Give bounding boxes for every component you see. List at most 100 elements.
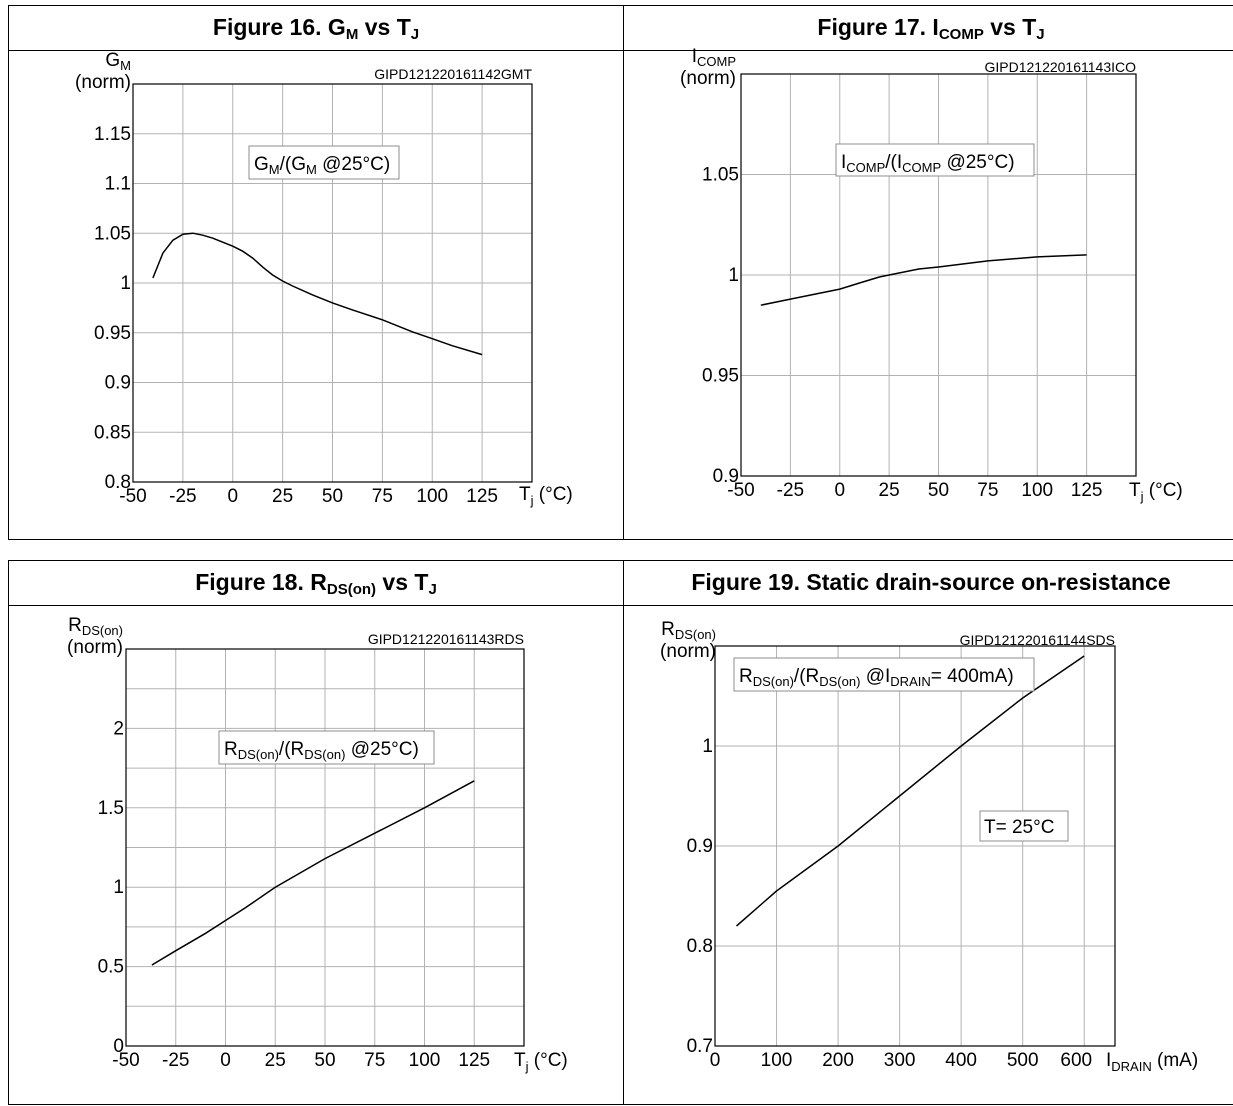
y-tick-label: 1.05 <box>94 223 131 244</box>
y-tick-label: 0.95 <box>94 323 131 344</box>
label-part: DS(on) <box>304 747 345 762</box>
y-tick-label: 0 <box>113 1036 124 1057</box>
x-tick-label: 50 <box>322 486 343 507</box>
figure-code: GIPD121220161143ICO <box>984 59 1136 75</box>
y-tick-label: 0.7 <box>687 1036 713 1057</box>
series-line <box>152 232 483 356</box>
y-tick-label: 1 <box>728 265 739 286</box>
x-tick-label: 25 <box>879 480 900 501</box>
label-part: G <box>105 50 120 71</box>
label-part: COMP <box>902 160 941 175</box>
chart-title: Figure 17. ICOMP vs TJ <box>624 6 1233 51</box>
label-part: I <box>1106 1050 1111 1071</box>
y-tick-label: 1.05 <box>702 165 739 186</box>
label-part: I <box>692 46 697 67</box>
x-tick-label: 600 <box>1060 1050 1092 1071</box>
y-tick-label: 1.5 <box>98 798 124 819</box>
y-tick-label: 1 <box>120 273 131 294</box>
label-part: DS(on) <box>753 674 794 689</box>
annotation-box <box>248 145 400 180</box>
chart-panel-fig18: Figure 18. RDS(on) vs TJ -50 -25 0 25 50 75 10… <box>8 560 624 1105</box>
y-tick-label: 1.1 <box>105 174 131 195</box>
chart-title: Figure 16. GM vs TJ <box>9 6 623 51</box>
label-part: @25°C) <box>345 739 418 760</box>
annotation-text: RDS(on)/(RDS(on) @25°C) <box>224 739 419 762</box>
label-part: G <box>254 154 269 175</box>
label-part: (°C) <box>534 484 573 505</box>
chart-title: Figure 19. Static drain-source on-resist… <box>624 561 1233 606</box>
x-tick-label: 100 <box>416 486 448 507</box>
x-axis-label: IDRAIN (mA) <box>1106 1050 1198 1074</box>
label-part: @25°C) <box>317 154 390 175</box>
y-axis-label-unit: (norm) <box>75 72 131 93</box>
x-tick-label: 300 <box>884 1050 916 1071</box>
y-tick-label: 0.85 <box>94 422 131 443</box>
plot-frame <box>132 83 533 483</box>
x-tick-label: 500 <box>1007 1050 1039 1071</box>
label-part: M <box>306 162 317 177</box>
y-tick-label: 1 <box>113 877 124 898</box>
x-tick-label: 200 <box>822 1050 854 1071</box>
y-axis-label-unit: (norm) <box>660 641 716 662</box>
plot-frame <box>740 73 1137 477</box>
label-part: R <box>739 666 753 687</box>
x-tick-label: 75 <box>977 480 998 501</box>
x-tick-label: 125 <box>458 1050 490 1071</box>
x-tick-label: 25 <box>272 486 293 507</box>
x-tick-label: -50 <box>727 480 754 501</box>
annotation-box <box>733 657 1035 692</box>
plot-frame <box>714 645 1116 1047</box>
x-tick-label: 400 <box>945 1050 977 1071</box>
chart-title: Figure 18. RDS(on) vs TJ <box>9 561 623 606</box>
label-part: DRAIN <box>890 674 930 689</box>
y-tick-label: 2 <box>113 718 124 739</box>
y-tick-label: 0.8 <box>687 936 713 957</box>
y-tick-label: 0.95 <box>702 366 739 387</box>
label-part: COMP <box>697 54 736 69</box>
label-part: (°C) <box>1144 480 1183 501</box>
y-tick-label: 0.9 <box>105 373 131 394</box>
label-part: DRAIN <box>1111 1059 1151 1074</box>
chart-plot: 0 100 200 300 400 500 600 0.7 0.8 0.9 1 GIPD1212201… <box>660 619 1198 1074</box>
chart-panel-fig16: Figure 16. GM vs TJ -50 -25 0 25 50 75 100 125 0… <box>8 5 624 540</box>
chart-plot: -50 -25 0 25 50 75 100 125 0 0.5 1 1.5 2 GIPD12122016… <box>67 615 568 1074</box>
x-tick-label: 100 <box>761 1050 793 1071</box>
label-part: = 400mA) <box>931 666 1014 687</box>
label-part: T <box>514 1050 526 1071</box>
y-axis-label-unit: (norm) <box>680 68 736 89</box>
x-tick-label: 75 <box>364 1050 385 1071</box>
label-part: I <box>841 152 846 173</box>
x-axis-label: Tj (°C) <box>1129 480 1183 504</box>
x-axis-label: Tj (°C) <box>519 484 573 508</box>
label-part: j <box>525 1059 529 1074</box>
x-tick-label: 125 <box>466 486 498 507</box>
annotation-box <box>979 810 1069 842</box>
label-part: (mA) <box>1152 1050 1198 1071</box>
label-part: /(I <box>885 152 902 173</box>
x-tick-label: 125 <box>1071 480 1103 501</box>
annotation-text: RDS(on)/(RDS(on) @IDRAIN= 400mA) <box>739 666 1014 689</box>
label-part: j <box>1140 489 1144 504</box>
y-axis-label: GM <box>105 50 131 73</box>
annotation-box <box>218 730 435 765</box>
x-tick-label: 0 <box>220 1050 231 1071</box>
series-line <box>736 655 1085 927</box>
label-part: M <box>120 58 131 73</box>
series-line <box>760 254 1087 306</box>
chart-panel-fig17: Figure 17. ICOMP vs TJ -50 -25 0 25 50 75 100 1… <box>623 5 1233 540</box>
y-tick-label: 0.5 <box>98 957 124 978</box>
y-tick-label: 1 <box>702 736 713 757</box>
y-tick-label: 0.9 <box>713 466 739 487</box>
label-part: COMP <box>846 160 885 175</box>
label-part: (°C) <box>529 1050 568 1071</box>
y-tick-label: 0.9 <box>687 836 713 857</box>
label-part: DS(on) <box>82 623 123 638</box>
x-tick-label: -50 <box>119 486 146 507</box>
figure-code: GIPD121220161143RDS <box>368 631 524 647</box>
label-part: R <box>68 615 82 636</box>
y-tick-label: 0.8 <box>105 472 131 493</box>
annotation-text: ICOMP/(ICOMP @25°C) <box>841 152 1015 175</box>
label-part: R <box>224 739 238 760</box>
x-tick-label: 50 <box>314 1050 335 1071</box>
x-tick-label: 25 <box>265 1050 286 1071</box>
